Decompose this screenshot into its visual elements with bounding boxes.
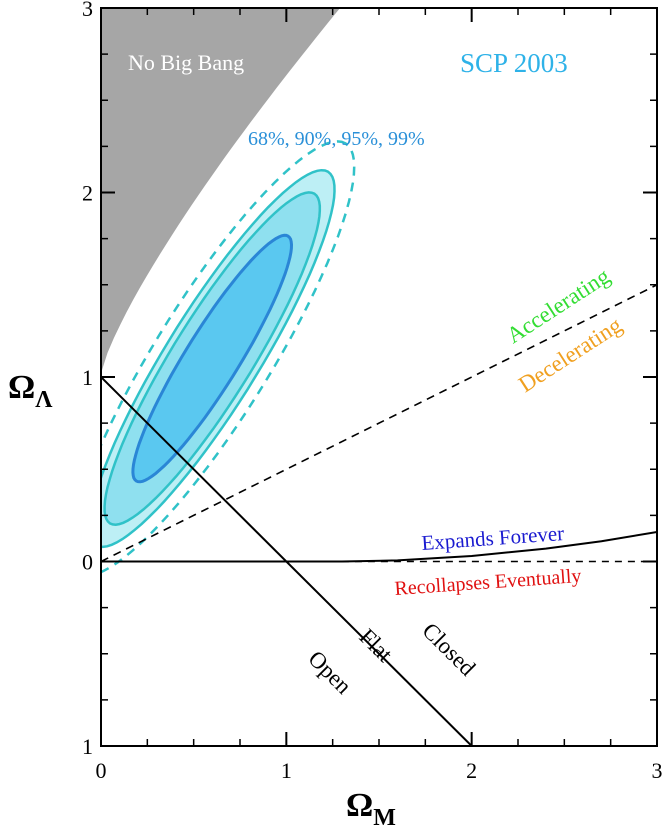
expand-boundary-line (101, 531, 657, 563)
y-tick-label-3: 2 (82, 181, 93, 206)
y-tick-label-0: 1 (82, 734, 93, 759)
recollapses-label: Recollapses Eventually (394, 565, 582, 600)
contour-99 (101, 140, 356, 574)
plot-area (101, 8, 657, 746)
expands-forever-label: Expands Forever (421, 521, 565, 555)
x-tick-label-1: 1 (281, 758, 292, 783)
y-axis-label: ΩΛ (8, 369, 53, 413)
y-tick-label-2: 1 (82, 365, 93, 390)
confidence-levels-label: 68%, 90%, 95%, 99% (248, 128, 425, 150)
x-tick-label-3: 3 (652, 758, 663, 783)
accel-boundary-line (101, 284, 657, 563)
x-tick-label-0: 0 (96, 758, 107, 783)
x-axis-label: ΩM (346, 787, 396, 831)
flat-label: Flat (354, 624, 397, 667)
y-tick-label-1: 0 (82, 550, 93, 575)
contour-68 (131, 233, 294, 484)
no-big-bang-region (101, 8, 341, 374)
closed-label: Closed (417, 618, 480, 681)
open-label: Open (303, 646, 356, 699)
x-tick-label-2: 2 (466, 758, 477, 783)
no-big-bang-label: No Big Bang (128, 50, 244, 75)
y-tick-label-4: 3 (82, 0, 93, 21)
scp-2003-label: SCP 2003 (460, 48, 568, 78)
